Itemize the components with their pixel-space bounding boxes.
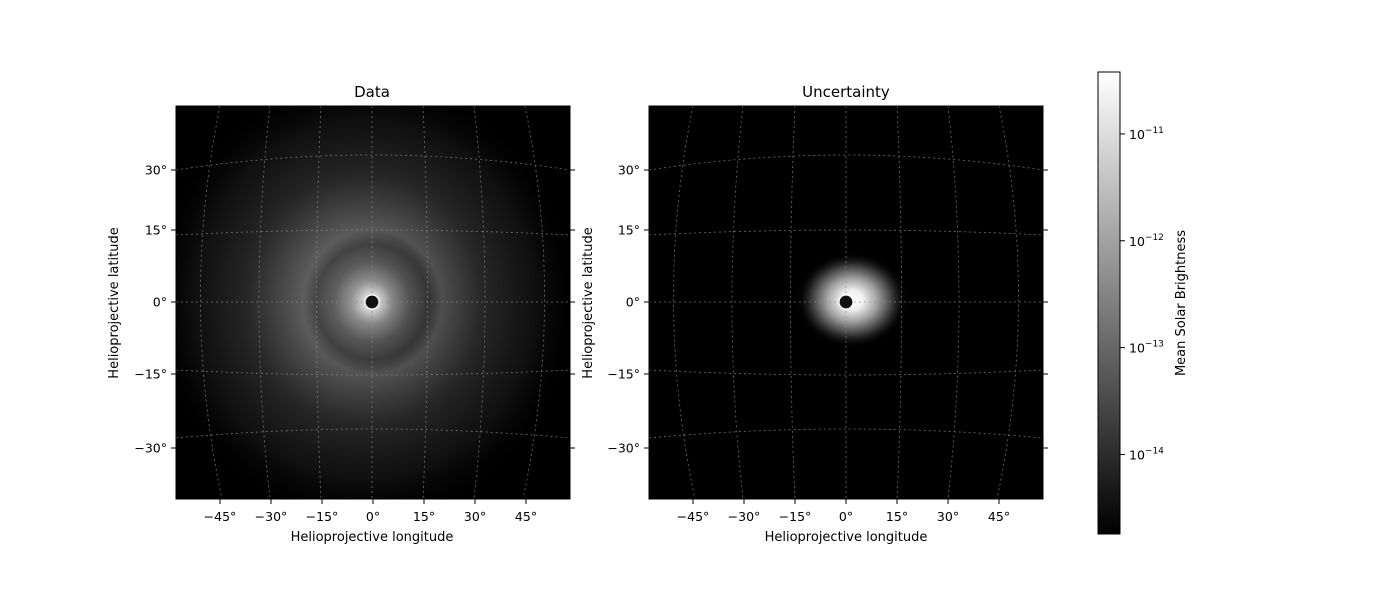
y-tick-label: −15°: [607, 367, 640, 382]
x-tick-label: −45°: [677, 509, 710, 524]
colorbar-tick-label: 10−12: [1129, 233, 1164, 249]
y-tick-labels: 30° 15° 0° −15° −30°: [607, 163, 1048, 456]
y-tick-label: 30°: [618, 163, 640, 178]
y-tick-label: 0°: [626, 295, 640, 310]
coordinate-grid: [176, 106, 570, 499]
x-tick-labels: −45° −30° −15° 0° 15° 30° 45°: [204, 499, 537, 524]
x-tick-label: 15°: [886, 509, 908, 524]
x-tick-label: 0°: [366, 509, 380, 524]
x-tick-label: 45°: [988, 509, 1010, 524]
colorbar: 10−14 10−13 10−12 10−11 Mean Solar Brightne…: [1097, 71, 1189, 535]
y-tick-label: −30°: [134, 441, 167, 456]
y-axis-label: Helioprojective latitude: [107, 227, 122, 378]
x-tick-label: −15°: [779, 509, 812, 524]
colorbar-label: Mean Solar Brightness: [1174, 230, 1189, 376]
x-tick-label: 15°: [413, 509, 435, 524]
x-tick-labels: −45° −30° −15° 0° 15° 30° 45°: [677, 499, 1010, 524]
y-tick-label: 15°: [618, 223, 640, 238]
colorbar-gradient: [1097, 71, 1121, 535]
x-axis-label: Helioprojective longitude: [291, 530, 454, 545]
x-tick-label: −30°: [255, 509, 288, 524]
uncertainty-panel: Uncertainty −45° −30° −15° 0° 15° 30° 45°: [581, 83, 1048, 545]
x-tick-label: −45°: [204, 509, 237, 524]
colorbar-tick-label: 10−11: [1129, 126, 1164, 142]
occulter-disk: [838, 294, 854, 310]
y-tick-label: 30°: [145, 163, 167, 178]
y-tick-label: −30°: [607, 441, 640, 456]
x-tick-label: 0°: [839, 509, 853, 524]
occulter-disk: [364, 294, 380, 310]
x-tick-label: 30°: [937, 509, 959, 524]
colorbar-tick-label: 10−14: [1129, 446, 1164, 462]
x-tick-label: 45°: [515, 509, 537, 524]
panel-title: Data: [354, 83, 390, 101]
x-axis-label: Helioprojective longitude: [765, 530, 928, 545]
panel-title: Uncertainty: [802, 83, 890, 101]
y-tick-label: 15°: [145, 223, 167, 238]
y-tick-label: 0°: [153, 295, 167, 310]
colorbar-tick-labels: 10−14 10−13 10−12 10−11: [1120, 126, 1164, 462]
y-axis-label: Helioprojective latitude: [581, 227, 596, 378]
x-tick-label: 30°: [464, 509, 486, 524]
x-tick-label: −30°: [728, 509, 761, 524]
y-tick-label: −15°: [134, 367, 167, 382]
x-tick-label: −15°: [306, 509, 339, 524]
colorbar-tick-label: 10−13: [1129, 340, 1164, 356]
y-tick-labels: 30° 15° 0° −15° −30°: [134, 163, 575, 456]
data-panel: Data −45° −30° −15° 0° 15° 30° 45°: [107, 83, 575, 545]
